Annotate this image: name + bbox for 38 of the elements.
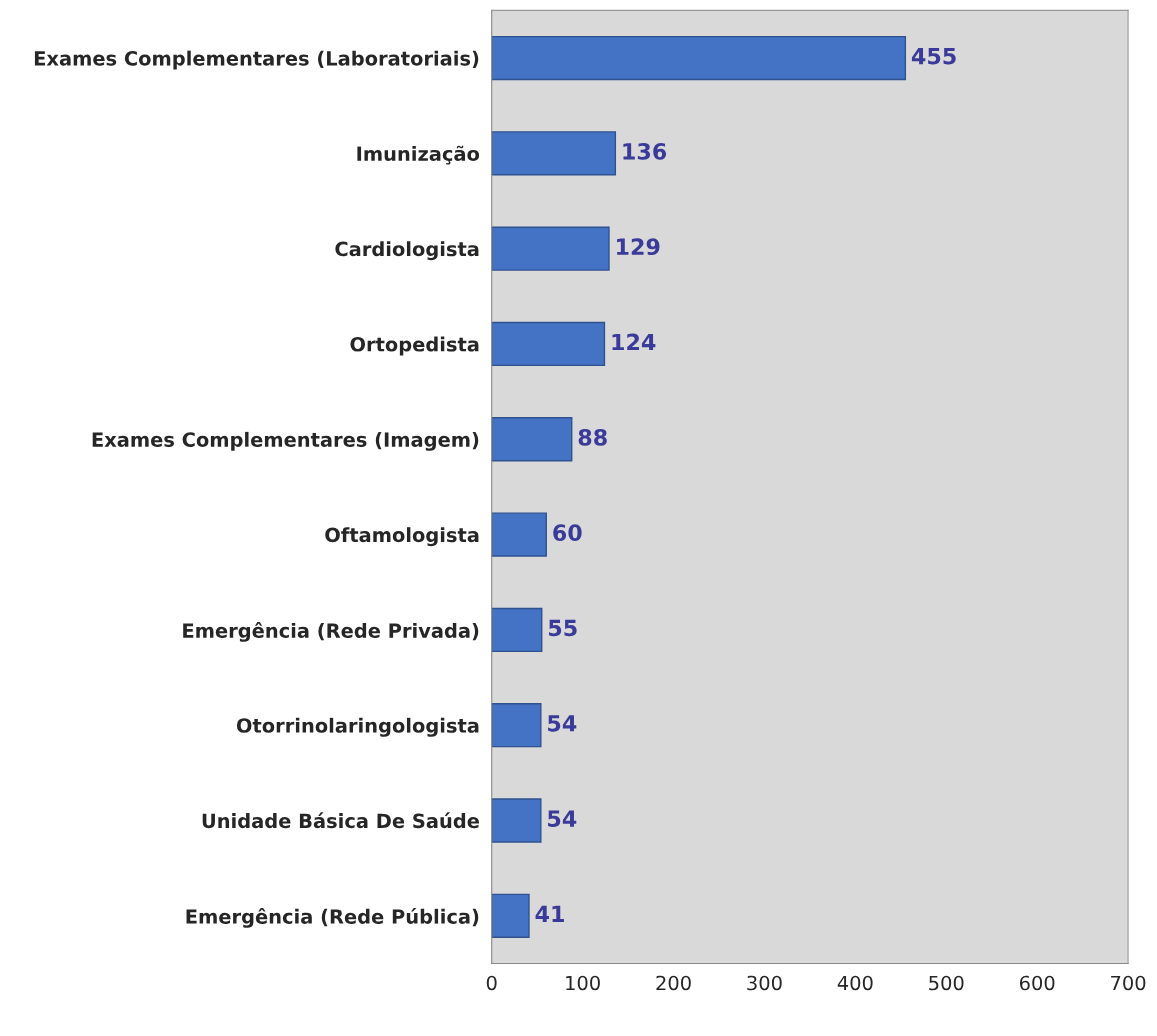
x-tick-label: 600: [1019, 975, 1055, 991]
data-label: 129: [617, 238, 660, 256]
y-tick-label: Exames Complementares (Laboratoriais): [34, 50, 479, 70]
data-label: 54: [548, 715, 577, 732]
bar: [491, 35, 907, 81]
x-tick-label: 500: [929, 975, 964, 991]
y-tick-label: Emergência (Rede Privada): [183, 622, 479, 642]
data-label: 136: [623, 142, 667, 160]
data-label: 41: [535, 905, 564, 922]
data-label: 124: [612, 333, 656, 351]
bar: [491, 131, 617, 176]
bar: [491, 607, 543, 653]
bar: [491, 703, 542, 748]
x-tick-label: 0: [486, 975, 497, 991]
data-label: 455: [911, 47, 956, 65]
y-tick-label: Exames Complementares (Imagem): [92, 431, 479, 451]
x-tick-label: 400: [837, 975, 873, 991]
bar: [491, 321, 606, 367]
y-tick-label: Imunização: [357, 145, 480, 165]
x-tick-label: 300: [747, 975, 782, 991]
x-tick-label: 100: [566, 975, 600, 991]
bar: [491, 893, 530, 938]
y-tick-label: Emergência (Rede Pública): [186, 908, 479, 928]
x-tick-label: 700: [1111, 975, 1146, 991]
y-tick-label: Ortopedista: [350, 336, 479, 356]
y-tick-label: Oftamologista: [325, 527, 479, 547]
bar: [491, 798, 542, 843]
bar: [491, 226, 610, 271]
data-label: 60: [553, 524, 582, 542]
bar: [491, 417, 573, 462]
data-label: 54: [548, 810, 577, 827]
x-tick-label: 200: [656, 975, 691, 991]
y-tick-label: Unidade Básica De Saúde: [202, 812, 479, 829]
y-tick-label: Otorrinolaringologista: [236, 717, 479, 737]
y-tick-label: Cardiologista: [335, 241, 479, 261]
bar: [491, 512, 547, 557]
data-label: 55: [548, 619, 577, 637]
data-label: 88: [578, 428, 607, 446]
